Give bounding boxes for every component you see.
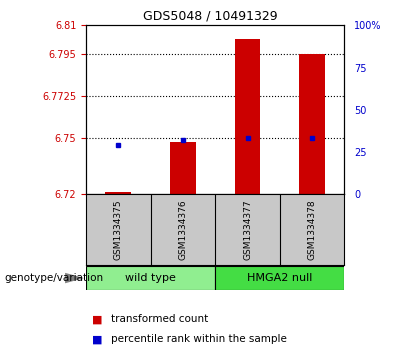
- Bar: [299, 53, 325, 194]
- Text: genotype/variation: genotype/variation: [4, 273, 103, 283]
- Text: ■: ■: [92, 334, 103, 344]
- Text: GSM1334378: GSM1334378: [307, 199, 317, 260]
- Text: GSM1334376: GSM1334376: [178, 199, 187, 260]
- Bar: [170, 142, 196, 194]
- Text: percentile rank within the sample: percentile rank within the sample: [111, 334, 287, 344]
- Text: HMGA2 null: HMGA2 null: [247, 273, 312, 283]
- Text: transformed count: transformed count: [111, 314, 209, 325]
- Bar: [235, 38, 260, 194]
- Bar: [215, 266, 344, 290]
- Polygon shape: [65, 273, 84, 283]
- Bar: [105, 192, 131, 194]
- Text: wild type: wild type: [125, 273, 176, 283]
- Bar: [86, 266, 215, 290]
- Text: GSM1334375: GSM1334375: [114, 199, 123, 260]
- Text: ■: ■: [92, 314, 103, 325]
- Text: GSM1334377: GSM1334377: [243, 199, 252, 260]
- Text: GDS5048 / 10491329: GDS5048 / 10491329: [143, 9, 277, 22]
